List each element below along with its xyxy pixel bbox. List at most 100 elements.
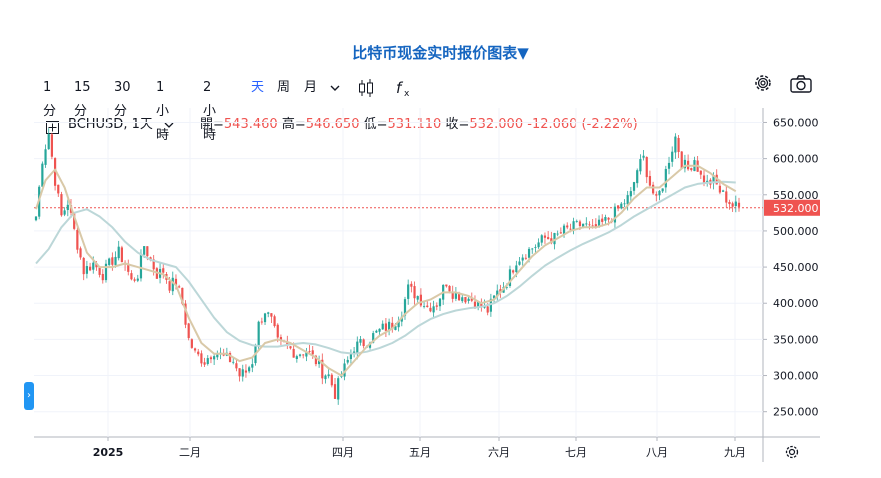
open-label: 開= [200,117,224,132]
candle-body [349,354,353,360]
candle-body [550,238,553,244]
candle-body [547,237,550,240]
candle-body [508,269,512,286]
timeframe-1mo[interactable]: 月 [304,80,318,95]
timeframe-1w[interactable]: 周 [277,80,291,95]
candle-body [308,351,311,352]
candle-body [111,257,114,265]
candle-body [263,313,267,323]
collapse-toolbar-tab[interactable]: › [24,382,34,410]
timeframe-1d[interactable]: 天 [251,80,265,95]
candle [403,296,407,320]
candle-body [527,248,531,258]
axis-settings-gear-icon[interactable] [783,443,801,465]
candle-body [553,232,556,245]
close-label: 收= [445,117,470,132]
symbol-label[interactable]: BCHUSD, 1天 [68,117,153,132]
candle-body [273,316,276,327]
candle-body [407,284,410,299]
candle-body [302,354,305,356]
candle [407,279,410,305]
candle-body [209,357,213,360]
candle-body [470,298,473,301]
svg-text:x: x [404,89,410,99]
candle [327,369,330,379]
candle-body [426,305,429,307]
candle [235,360,238,372]
candle [734,195,737,213]
candle [559,227,562,234]
gear-icon[interactable] [752,72,774,98]
candle [547,231,550,240]
candle-body [464,296,467,303]
candle [721,189,725,192]
candle-body [57,184,60,194]
candle [63,207,66,217]
candle [82,256,85,281]
candle-body [318,360,321,365]
candle [193,347,197,353]
candle-body [292,348,295,358]
candle [629,187,632,202]
candle-body [604,216,607,221]
candle-body [327,374,330,377]
candle-body [321,359,324,379]
candle-body [168,281,171,291]
y-tick-label: 250.000 [773,406,819,419]
timeframe-1h[interactable]: 1小時 [156,80,170,143]
timeframe-2h[interactable]: 2小時 [203,80,217,143]
candle-body [623,203,626,205]
candle-body [101,273,104,281]
candle-body [270,313,273,317]
candle-body [60,194,63,216]
chevron-down-icon[interactable] [164,113,174,146]
candle-body [314,355,318,365]
high-label: 高= [281,117,306,132]
candle-body [671,151,674,162]
timeframe-15m[interactable]: 15分 [74,80,91,119]
candle-body [690,168,693,171]
candle [98,266,101,278]
candlestick-icon[interactable] [357,76,375,100]
chart-title[interactable]: 比特币现金实时报价图表▼ [352,44,529,62]
x-tick-label: 五月 [409,446,431,459]
candle-body [569,228,572,230]
last-price-label: 532.000 [773,202,819,215]
candle-body [473,301,477,309]
candle [324,374,327,384]
candle [209,355,213,364]
candle-body [305,351,308,357]
candle [639,154,642,175]
candle-body [391,322,394,330]
candle [337,376,340,405]
candle [451,285,454,303]
candle [677,134,680,159]
candle [76,225,79,254]
candle [178,284,181,289]
candle [464,296,467,304]
candle-body [737,202,741,207]
low-label: 低= [363,117,388,132]
candle-body [658,190,661,196]
candle-body [244,370,248,373]
candle-body [66,204,69,211]
camera-icon[interactable] [789,74,813,98]
candle [66,199,69,217]
y-tick-label: 300.000 [773,370,819,383]
timeframe-30m[interactable]: 30分 [114,80,131,119]
candle-body [152,259,155,270]
candle-body [661,188,664,192]
add-compare-icon[interactable] [46,119,59,143]
timeframe-1m[interactable]: 1分 [43,80,57,119]
candle [41,161,44,187]
candle-body [295,356,298,360]
chevron-down-icon[interactable] [329,76,341,100]
candle [359,335,362,346]
candle [298,353,302,358]
candle-body [200,353,203,364]
candle-body [362,339,365,347]
candle-body [461,297,464,302]
candle [136,274,139,283]
